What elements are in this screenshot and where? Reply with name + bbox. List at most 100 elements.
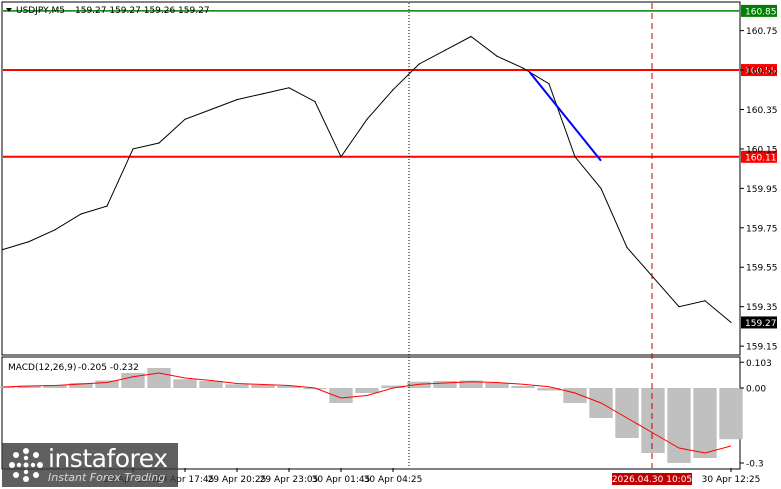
level-label: 160.85 (745, 7, 777, 17)
price-point (132, 148, 134, 150)
price-point (730, 321, 732, 324)
price-point (54, 229, 56, 231)
price-levels: 160.85 160.55 160.11 (3, 4, 777, 163)
macd-bar (277, 386, 301, 388)
macd-bar (69, 383, 93, 388)
macd-bar (95, 380, 119, 388)
x-tick-label: 29 Apr 20:25 (208, 475, 267, 485)
price-point (80, 213, 82, 215)
macd-bar (563, 388, 587, 403)
y-tick-label: 160.35 (746, 106, 778, 116)
main-panel-frame (1, 1, 741, 356)
price-point (496, 55, 498, 57)
trend-line (528, 71, 602, 162)
watermark-name: instaforex (48, 444, 168, 473)
current-price-label: 159.27 (745, 319, 777, 329)
macd-bar (641, 388, 665, 453)
cursor-label-box (612, 473, 692, 485)
price-point (470, 35, 472, 38)
price-point (340, 156, 342, 158)
macd-bar (485, 383, 509, 388)
macd-bar (407, 381, 431, 388)
macd-title: MACD(12,26,9) (8, 363, 76, 373)
price-point (288, 87, 290, 89)
y-tick-label: 160.55 (746, 67, 778, 77)
macd-axis: 0.103 0.00 -0.3 (740, 359, 772, 470)
macd-bar (17, 385, 41, 388)
y-tick-label: 159.75 (746, 224, 778, 234)
watermark-tagline: Instant Forex Trading (48, 471, 166, 484)
price-point (626, 246, 628, 249)
price-point (184, 118, 186, 120)
price-point (262, 93, 264, 95)
x-tick-label: 30 Apr 01:45 (312, 475, 371, 485)
x-tick-label: 30 Apr 12:25 (702, 475, 761, 485)
price-point (522, 67, 524, 69)
macd-bar (355, 388, 379, 393)
macd-bar (303, 388, 327, 390)
y-tick-label: 160.75 (746, 27, 778, 37)
price-series: 159.27 (2, 35, 777, 329)
macd-bar (381, 385, 405, 388)
price-point (236, 99, 238, 101)
price-point (210, 108, 212, 111)
price-point (28, 241, 30, 243)
price-axis: 160.75 160.55 160.35 160.15 159.95 159.75 159.… (740, 27, 778, 353)
macd-bar (147, 368, 171, 388)
y-tick-label: 160.15 (746, 145, 778, 155)
macd-bar (43, 385, 67, 388)
macd-bar (0, 386, 15, 388)
macd-bar (719, 388, 743, 440)
macd-values: -0.205 -0.232 (78, 363, 139, 373)
macd-bar (173, 379, 197, 388)
price-point (600, 187, 602, 189)
level-label-box (741, 150, 777, 163)
macd-bar (537, 388, 561, 391)
symbol-title: USDJPY,M5 (16, 6, 65, 16)
macd-y-tick-label: 0.00 (746, 385, 766, 395)
macd-bar (225, 384, 249, 388)
price-point (704, 300, 706, 302)
macd-bar (693, 388, 717, 458)
price-point (2, 248, 4, 251)
macd-bar (459, 380, 483, 388)
instaforex-logo-icon (8, 447, 44, 483)
y-tick-label: 159.35 (746, 303, 778, 313)
macd-bar (615, 388, 639, 438)
macd-y-tick-label: 0.103 (746, 359, 772, 369)
macd-bar (667, 388, 691, 463)
macd-bar (199, 381, 223, 388)
price-point (444, 49, 446, 51)
x-tick-label: 29 Apr 17:45 (156, 475, 215, 485)
y-tick-label: 159.95 (746, 185, 778, 195)
price-point (418, 63, 420, 65)
watermark: instaforex Instant Forex Trading (2, 443, 178, 487)
macd-bar (511, 386, 535, 388)
price-point (158, 142, 160, 144)
x-tick-label: 29 Apr 23:05 (260, 475, 319, 485)
dropdown-arrow-icon[interactable] (6, 8, 12, 12)
level-label-box (741, 4, 777, 17)
price-point (314, 100, 316, 103)
macd-signal-line (2, 372, 732, 454)
price-point (574, 156, 576, 158)
macd-y-tick-label: -0.3 (746, 460, 764, 470)
level-label-box (741, 64, 777, 77)
level-label: 160.55 (745, 67, 777, 77)
price-point (652, 276, 654, 278)
macd-histogram (0, 368, 743, 463)
macd-bar (121, 373, 145, 388)
x-tick-label: 30 Apr 04:25 (364, 475, 423, 485)
price-point (106, 205, 108, 207)
ohlc-values: 159.27 159.27 159.26 159.27 (75, 6, 210, 16)
macd-bar (251, 385, 275, 388)
macd-bar (329, 388, 353, 403)
current-price-box (741, 316, 777, 329)
price-point (366, 118, 368, 120)
macd-bar (433, 381, 457, 388)
cursor-label: 2026.04.30 10:05 (612, 475, 692, 485)
price-point (392, 89, 394, 91)
price-point (548, 83, 550, 85)
